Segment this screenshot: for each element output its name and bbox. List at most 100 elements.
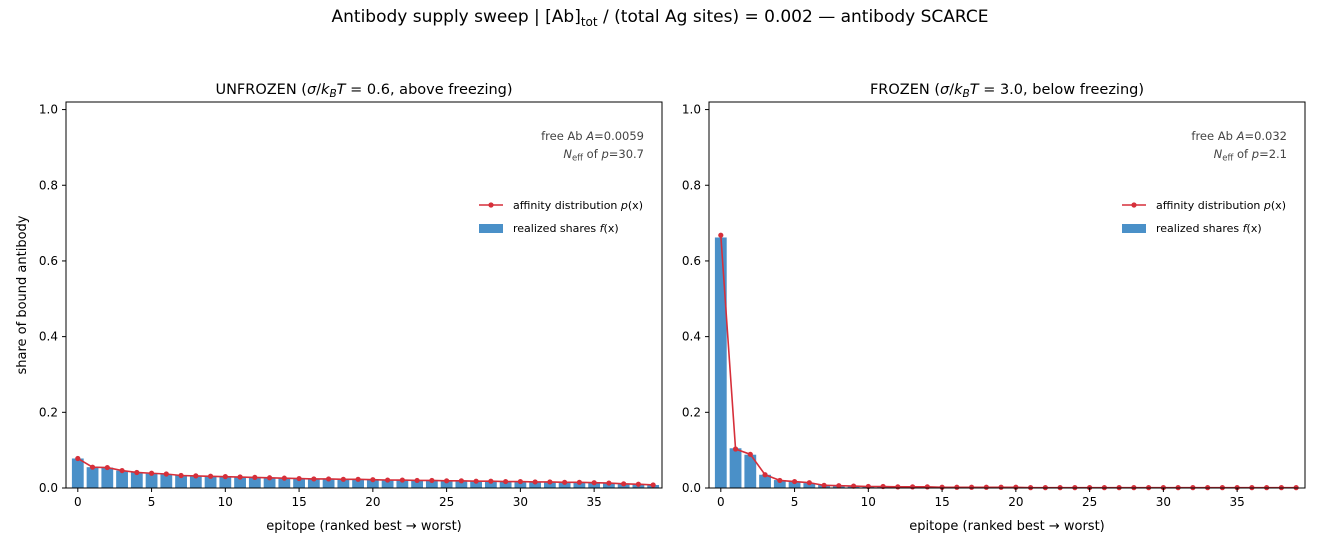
annotation-neff: Neff of p=30.7 [563,147,644,164]
affinity-point [399,477,405,483]
x-tick-label: 30 [513,495,528,509]
bar [366,479,379,488]
y-tick-label: 1.0 [39,103,58,117]
title-suffix: = 0.6, above freezing) [346,82,513,98]
affinity-point [296,475,302,482]
bar [759,474,771,488]
bar [381,480,394,488]
x-tick-label: 5 [791,495,799,509]
legend-label-var: p [1263,199,1271,212]
bar [352,479,364,488]
affinity-point [193,473,199,479]
annotation-neff-sub: eff [1222,154,1234,164]
bar [219,476,232,488]
legend-line-marker [1131,202,1137,208]
y-tick-label: 0.4 [682,330,701,344]
affinity-markers [75,455,656,488]
bar [337,479,350,488]
annotation-neff-sub: eff [572,154,584,164]
panel-frozen: 0 5 10 15 20 25 30 35 0.0 0.2 0.4 0.6 0.8 1.0 FROZEN (… [682,82,1306,534]
title-sigma: σ [307,82,317,98]
annotation-neff-var: N [1214,147,1223,161]
bar [160,474,173,488]
affinity-point [954,484,960,490]
figure-suptitle: Antibody supply sweep | [Ab]tot / (total… [332,7,989,29]
legend-label-suffix: (x) [628,199,643,212]
affinity-point [444,478,450,484]
affinity-point [134,469,140,476]
legend-bar-swatch [479,224,503,233]
annotation-neff-value: =2.1 [1259,147,1287,161]
legend-label-var: f [1243,222,1249,235]
title-t: T [337,82,347,98]
affinity-point [547,479,553,485]
axes-frame [708,101,1306,489]
x-tick-label: 35 [586,495,601,509]
affinity-point [821,482,827,488]
affinity-point [635,481,641,487]
affinity-point [75,455,81,462]
affinity-point [119,467,125,474]
affinity-point [576,479,582,485]
bar [440,480,453,488]
x-tick-label: 10 [861,495,876,509]
affinity-point [340,476,346,482]
affinity-point [939,484,945,490]
legend-label-prefix: affinity distribution [513,199,621,212]
title-sigma: σ [940,82,950,98]
annotation-free-ab-value: =0.032 [1244,129,1287,143]
affinity-point [281,475,287,481]
annotation-free-ab-value: =0.0059 [594,129,644,143]
bar [396,480,409,488]
y-tick-label: 0.2 [682,405,701,419]
axes-frame [65,101,663,489]
legend: affinity distribution p(x)realized share… [479,199,643,235]
y-tick-label: 0.8 [682,178,701,192]
title-sub-b: B [329,88,336,100]
bar [543,481,556,488]
affinity-point [562,479,568,485]
bar [116,470,128,488]
y-tick-label: 0.6 [682,254,701,268]
affinity-point [968,484,975,490]
bar [307,478,320,488]
affinity-point [983,484,989,490]
affinity-point [850,483,857,489]
bar [175,475,187,488]
y-tick-label: 1.0 [682,103,701,117]
affinity-point [806,480,812,486]
affinity-point [998,484,1004,490]
annotation-neff-var: N [563,147,572,161]
y-tick-label: 0.4 [39,330,58,344]
legend: affinity distribution p(x) realized share… [1122,199,1286,235]
affinity-point [762,472,768,478]
legend-label: affinity distribution p(x) [1156,199,1286,212]
annotation-free-ab-prefix: free Ab [1191,129,1236,143]
affinity-point [355,476,361,482]
chart-title: FROZEN (σ/kBT = 3.0, below freezing) [870,82,1144,100]
affinity-point [89,464,96,470]
x-tick-label: 30 [1156,495,1171,509]
bar [499,481,512,488]
annotation-free-ab-var: A [585,129,594,143]
legend-label-prefix: realized shares [513,222,600,235]
legend-label: realized shares f(x) [1156,222,1262,235]
affinity-line [720,235,1297,489]
affinity-point [1013,484,1019,490]
affinity-point [488,478,494,484]
chart-title: UNFROZEN (σ/kBT = 0.6, above freezing) [215,82,512,100]
affinity-point [237,474,243,480]
affinity-point [718,232,724,238]
x-axis-label: epitope (ranked best → worst) [909,519,1105,534]
bar [189,475,202,488]
title-prefix: FROZEN ( [870,82,940,98]
legend-bar-swatch [1122,224,1146,233]
y-tick-label: 0.0 [682,481,701,495]
x-tick-label: 20 [365,495,380,509]
bar [411,480,424,488]
affinity-point [178,472,184,479]
affinity-point [163,471,169,477]
affinity-point [791,478,798,485]
affinity-point [325,476,332,482]
